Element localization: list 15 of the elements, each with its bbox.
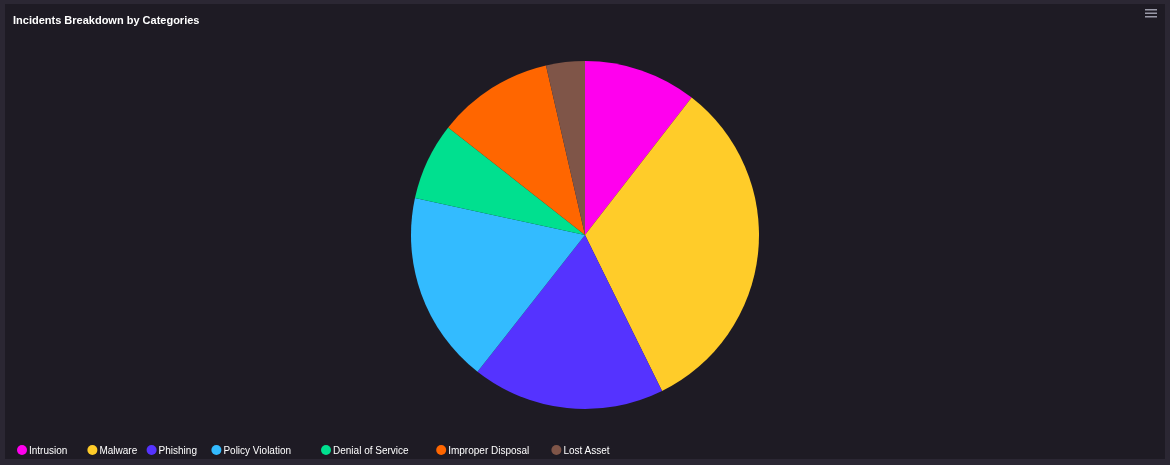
pie-slice [585, 97, 759, 392]
pie-slice [545, 61, 585, 235]
legend-label: Lost Asset [563, 444, 610, 456]
chart-title: Incidents Breakdown by Categories [13, 14, 200, 26]
pie-slice [477, 235, 663, 409]
legend-label: Denial of Service [333, 444, 410, 456]
legend-label: Intrusion [29, 444, 68, 456]
legend-label: Phishing [158, 444, 197, 456]
pie-slice [411, 198, 585, 372]
legend-label: Improper Disposal [448, 444, 530, 456]
pie-slice [414, 127, 585, 235]
pie-slice [448, 65, 585, 235]
pie-slice [585, 61, 692, 235]
legend-label: Policy Violation [223, 444, 292, 456]
legend-label: Malware [99, 444, 138, 456]
